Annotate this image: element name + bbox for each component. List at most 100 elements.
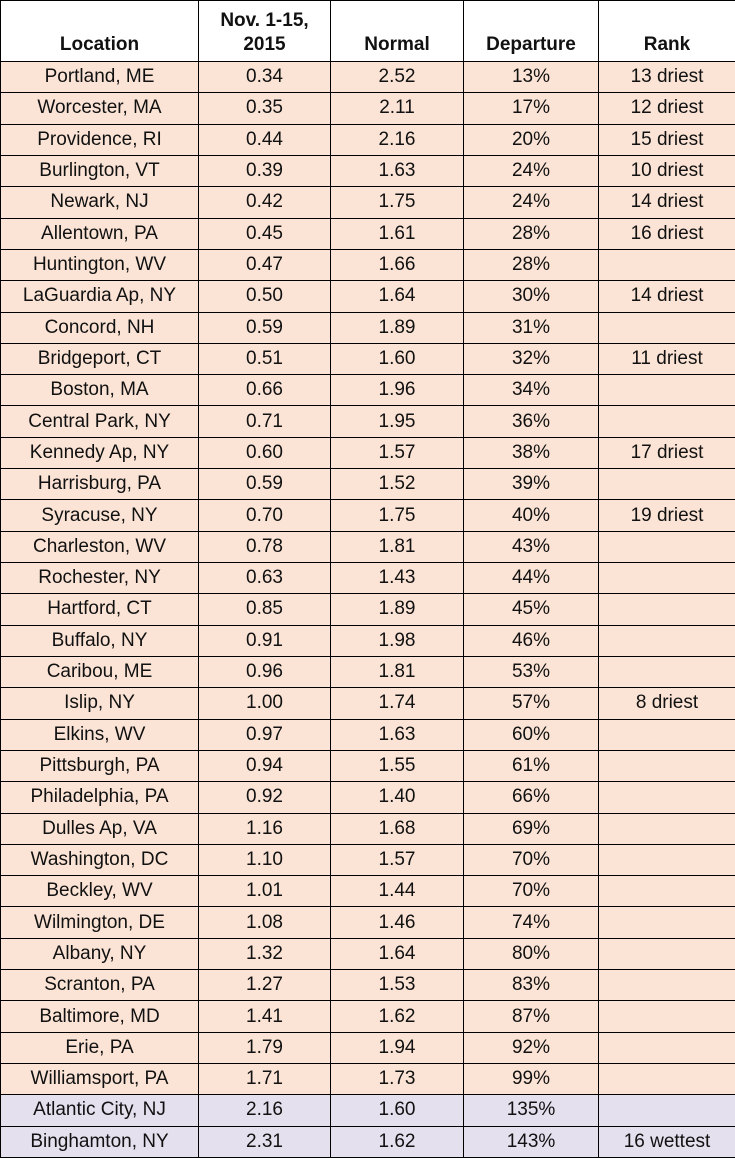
location: Hartford, CT bbox=[0, 593, 199, 626]
normal-cell: 1.81 bbox=[330, 655, 464, 689]
precip-cell: 0.63 bbox=[198, 561, 331, 595]
table-row: Dulles Ap, VA 1.16 1.68 69% bbox=[0, 812, 735, 845]
location: Providence, RI bbox=[0, 123, 199, 156]
location: Atlantic City, NJ bbox=[0, 1094, 199, 1127]
departure-cell: 13% bbox=[463, 60, 599, 94]
location: Concord, NH bbox=[0, 311, 199, 344]
table-row: Albany, NY 1.32 1.64 80% bbox=[0, 937, 735, 971]
location: Kennedy Ap, NY bbox=[0, 436, 199, 470]
normal-cell: 2.11 bbox=[330, 92, 464, 125]
precip-cell: 0.42 bbox=[198, 186, 331, 219]
rank-cell: 16 wettest bbox=[598, 1125, 735, 1158]
rank-cell bbox=[598, 718, 735, 751]
location: Wilmington, DE bbox=[0, 906, 199, 939]
table-row: Rochester, NY 0.63 1.43 44% bbox=[0, 561, 735, 595]
location: Elkins, WV bbox=[0, 718, 199, 751]
normal-cell: 1.96 bbox=[330, 374, 464, 407]
normal-cell: 1.52 bbox=[330, 468, 464, 501]
normal-cell: 1.73 bbox=[330, 1062, 464, 1096]
precip-cell: 1.79 bbox=[198, 1031, 331, 1065]
table-row: Erie, PA 1.79 1.94 92% bbox=[0, 1031, 735, 1065]
location: Allentown, PA bbox=[0, 217, 199, 250]
rank-cell bbox=[598, 405, 735, 438]
rank-cell bbox=[598, 593, 735, 626]
column-header: Normal bbox=[330, 0, 464, 62]
location: Newark, NJ bbox=[0, 186, 199, 219]
table-row: Philadelphia, PA 0.92 1.40 66% bbox=[0, 781, 735, 814]
rank-cell bbox=[598, 655, 735, 689]
table-row: Central Park, NY 0.71 1.95 36% bbox=[0, 405, 735, 438]
location: Charleston, WV bbox=[0, 530, 199, 564]
normal-cell: 2.16 bbox=[330, 123, 464, 156]
departure-cell: 39% bbox=[463, 468, 599, 501]
column-header: Location bbox=[0, 0, 199, 62]
departure-cell: 17% bbox=[463, 92, 599, 125]
precip-cell: 0.59 bbox=[198, 468, 331, 501]
normal-cell: 1.89 bbox=[330, 593, 464, 626]
rank-cell bbox=[598, 1062, 735, 1096]
location: Erie, PA bbox=[0, 1031, 199, 1065]
precip-cell: 0.60 bbox=[198, 436, 331, 470]
table-row: Syracuse, NY 0.70 1.75 40% 19 driest bbox=[0, 499, 735, 532]
normal-cell: 1.63 bbox=[330, 154, 464, 188]
location: Albany, NY bbox=[0, 937, 199, 971]
rank-cell bbox=[598, 969, 735, 1002]
departure-cell: 28% bbox=[463, 248, 599, 282]
normal-cell: 1.61 bbox=[330, 217, 464, 250]
location: LaGuardia Ap, NY bbox=[0, 280, 199, 313]
rank-cell bbox=[598, 1031, 735, 1065]
rank-cell bbox=[598, 1000, 735, 1033]
rank-cell: 10 driest bbox=[598, 154, 735, 188]
location: Dulles Ap, VA bbox=[0, 812, 199, 845]
departure-cell: 38% bbox=[463, 436, 599, 470]
header-row: Location Nov. 1-15, 2015 Normal Departure Ra… bbox=[0, 0, 735, 62]
departure-cell: 45% bbox=[463, 593, 599, 626]
rank-cell: 11 driest bbox=[598, 342, 735, 376]
rank-cell: 19 driest bbox=[598, 499, 735, 532]
location: Scranton, PA bbox=[0, 969, 199, 1002]
normal-cell: 1.53 bbox=[330, 969, 464, 1002]
departure-cell: 70% bbox=[463, 875, 599, 908]
rank-cell bbox=[598, 906, 735, 939]
location: Portland, ME bbox=[0, 60, 199, 94]
rank-cell: 12 driest bbox=[598, 92, 735, 125]
normal-cell: 1.55 bbox=[330, 749, 464, 783]
rank-cell: 13 driest bbox=[598, 60, 735, 94]
departure-cell: 43% bbox=[463, 530, 599, 564]
normal-cell: 1.64 bbox=[330, 937, 464, 971]
rank-cell: 14 driest bbox=[598, 280, 735, 313]
departure-cell: 143% bbox=[463, 1125, 599, 1158]
table-row: Kennedy Ap, NY 0.60 1.57 38% 17 driest bbox=[0, 436, 735, 470]
rank-cell: 16 driest bbox=[598, 217, 735, 250]
table-row: Williamsport, PA 1.71 1.73 99% bbox=[0, 1062, 735, 1096]
precip-cell: 0.70 bbox=[198, 499, 331, 532]
precip-cell: 1.27 bbox=[198, 969, 331, 1002]
normal-cell: 1.60 bbox=[330, 1094, 464, 1127]
rank-cell bbox=[598, 937, 735, 971]
rank-cell: 17 driest bbox=[598, 436, 735, 470]
table-row: Worcester, MA 0.35 2.11 17% 12 driest bbox=[0, 92, 735, 125]
table-row: Caribou, ME 0.96 1.81 53% bbox=[0, 655, 735, 689]
precip-cell: 1.71 bbox=[198, 1062, 331, 1096]
precip-cell: 0.47 bbox=[198, 248, 331, 282]
table-row: Concord, NH 0.59 1.89 31% bbox=[0, 311, 735, 344]
departure-cell: 31% bbox=[463, 311, 599, 344]
column-header: Nov. 1-15, 2015 bbox=[198, 0, 331, 62]
location: Washington, DC bbox=[0, 843, 199, 877]
location: Beckley, WV bbox=[0, 875, 199, 908]
table-row: Buffalo, NY 0.91 1.98 46% bbox=[0, 624, 735, 657]
precip-cell: 1.41 bbox=[198, 1000, 331, 1033]
normal-cell: 1.62 bbox=[330, 1125, 464, 1158]
normal-cell: 1.68 bbox=[330, 812, 464, 845]
normal-cell: 1.81 bbox=[330, 530, 464, 564]
column-header: Departure bbox=[463, 0, 599, 62]
location: Baltimore, MD bbox=[0, 1000, 199, 1033]
precip-cell: 2.31 bbox=[198, 1125, 331, 1158]
normal-cell: 1.57 bbox=[330, 843, 464, 877]
departure-cell: 24% bbox=[463, 186, 599, 219]
departure-cell: 80% bbox=[463, 937, 599, 971]
rank-cell: 14 driest bbox=[598, 186, 735, 219]
departure-cell: 92% bbox=[463, 1031, 599, 1065]
